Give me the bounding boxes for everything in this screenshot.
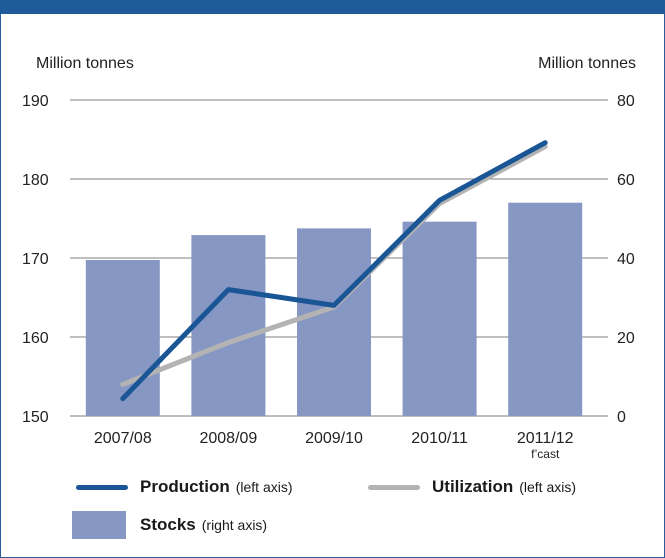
left-axis-label: Million tonnes (36, 55, 134, 72)
stocks-bar (191, 235, 266, 416)
left-tick-label: 160 (22, 330, 49, 347)
left-tick-label: 150 (22, 409, 49, 426)
stocks-bars (85, 202, 583, 416)
tick-labels: 150 0 160 20 170 40 180 60 190 80 2007/08 2008/09 20… (22, 93, 635, 461)
right-tick-label: 20 (617, 330, 635, 347)
stocks-bar (402, 221, 477, 416)
stocks-bar (508, 202, 583, 416)
left-tick-label: 170 (22, 251, 49, 268)
right-tick-label: 40 (617, 251, 635, 268)
stocks-bar (297, 228, 371, 416)
header-bar (0, 0, 665, 14)
category-sublabel: f’cast (531, 447, 560, 461)
category-label: 2008/09 (199, 430, 257, 447)
production-line (120, 140, 548, 402)
left-tick-label: 180 (22, 172, 49, 189)
right-tick-label: 0 (617, 409, 626, 426)
right-axis-label: Million tonnes (538, 55, 636, 72)
right-tick-label: 60 (617, 172, 635, 189)
right-tick-label: 80 (617, 93, 635, 110)
stocks-bar (85, 259, 160, 416)
category-label: 2010/11 (411, 430, 468, 447)
category-label: 2007/08 (94, 430, 152, 447)
category-label: 2011/12 (517, 430, 574, 447)
series-lines (120, 140, 548, 402)
category-label: 2009/10 (305, 430, 363, 447)
left-tick-label: 190 (22, 93, 49, 110)
